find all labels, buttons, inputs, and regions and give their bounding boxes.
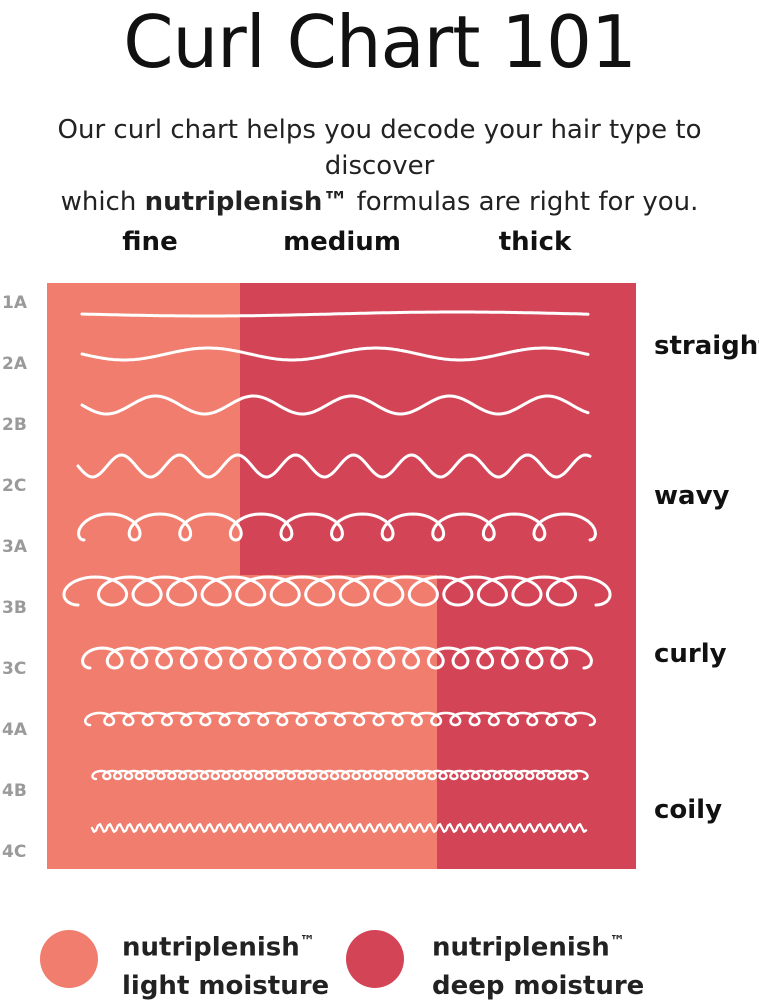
curl-line-4b <box>91 769 589 781</box>
curl-line-3b <box>62 575 612 607</box>
curl-pattern-lines <box>62 310 612 833</box>
legend-light-label: light moisture <box>122 970 330 1001</box>
row-label-2a: 2A <box>2 354 27 374</box>
row-label-4a: 4A <box>2 720 27 740</box>
column-header-medium: medium <box>283 227 401 257</box>
curl-line-4a <box>84 711 596 727</box>
column-header-thick: thick <box>498 227 572 257</box>
curl-line-3c <box>81 646 593 670</box>
legend-light: nutriplenish™ light moisture <box>122 922 329 1005</box>
row-label-4c: 4C <box>2 842 27 862</box>
row-label-1a: 1A <box>2 293 27 313</box>
category-straight: straight <box>654 331 759 361</box>
legend-deep-label: deep moisture <box>432 970 645 1001</box>
legend-deep-brand: nutriplenish™ <box>432 932 625 963</box>
curl-line-2c <box>76 453 592 479</box>
legend-deep: nutriplenish™ deep moisture <box>432 922 644 1005</box>
category-coily: coily <box>654 795 723 825</box>
column-header-fine: fine <box>122 227 178 257</box>
intro-line-1: Our curl chart helps you decode your hai… <box>57 115 702 181</box>
legend-swatch-deep <box>346 930 404 988</box>
row-label-3b: 3B <box>2 598 27 618</box>
page-title: Curl Chart 101 <box>123 0 637 84</box>
curl-line-2a <box>80 346 590 362</box>
intro-text: Our curl chart helps you decode your hai… <box>0 112 759 220</box>
curl-line-2b <box>80 394 590 416</box>
row-label-2b: 2B <box>2 415 27 435</box>
legend-light-brand: nutriplenish™ <box>122 932 315 963</box>
row-label-3c: 3C <box>2 659 27 679</box>
row-label-2c: 2C <box>2 476 27 496</box>
category-wavy: wavy <box>654 481 730 511</box>
curl-line-1a <box>80 310 590 318</box>
intro-prefix: which <box>60 187 145 217</box>
intro-suffix: formulas are right for you. <box>348 187 699 217</box>
brand-name: nutriplenish™ <box>144 187 349 217</box>
legend-swatch-light <box>40 930 98 988</box>
curl-line-4c <box>90 823 588 833</box>
intro-line-2: which nutriplenish™ formulas are right f… <box>0 184 759 220</box>
category-curly: curly <box>654 639 727 669</box>
row-label-4b: 4B <box>2 781 27 801</box>
curl-line-3a <box>77 512 597 542</box>
row-label-3a: 3A <box>2 537 27 557</box>
